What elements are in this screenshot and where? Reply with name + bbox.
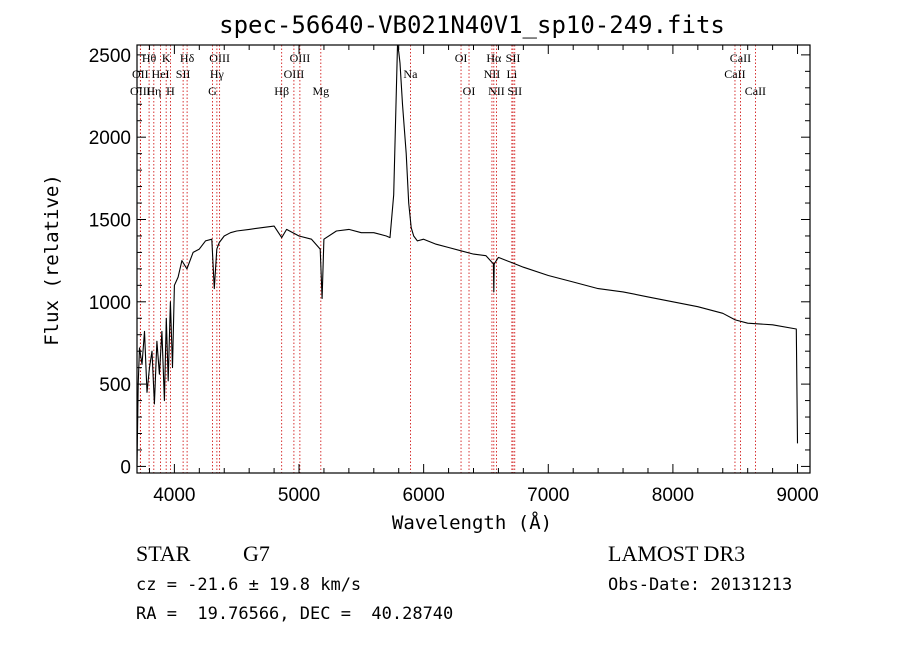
line-label: NII: [488, 84, 505, 98]
x-tick-label: 9000: [776, 485, 818, 506]
line-label: G: [208, 84, 217, 98]
line-label: Na: [403, 67, 418, 81]
y-tick-label: 2000: [89, 128, 131, 149]
line-label: OIII: [209, 51, 230, 65]
x-tick-label: 8000: [652, 485, 694, 506]
x-tick-label: 7000: [527, 485, 569, 506]
line-label: OIII: [290, 51, 311, 65]
line-label: CaII: [724, 67, 745, 81]
line-label: SII: [507, 84, 522, 98]
line-label: Li: [507, 67, 518, 81]
line-label: SII: [176, 67, 191, 81]
line-label: OIII: [130, 84, 151, 98]
y-tick-label: 1500: [89, 210, 131, 231]
x-tick-label: 4000: [153, 485, 195, 506]
line-label: SII: [506, 51, 521, 65]
line-label: NII: [484, 67, 501, 81]
x-tick-label: 5000: [278, 485, 320, 506]
y-tick-label: 2500: [89, 46, 131, 67]
line-label: Hδ: [180, 51, 195, 65]
spectrum-series: [136, 44, 799, 467]
spectral-subclass: G7: [243, 541, 270, 566]
line-label: Hη: [146, 84, 161, 98]
survey-name: LAMOST DR3: [608, 541, 746, 566]
line-label: OI: [463, 84, 476, 98]
line-label: Hβ: [274, 84, 289, 98]
x-axis-label: Wavelength (Å): [392, 511, 552, 534]
line-label: OIII: [284, 67, 305, 81]
x-axis: 4000 5000 6000 7000 8000 9000: [148, 45, 819, 506]
redshift-velocity: cz = -21.6 ± 19.8 km/s: [136, 575, 362, 595]
chart-title: spec-56640-VB021N40V1_sp10-249.fits: [219, 11, 725, 39]
spectrum-line: [136, 44, 799, 467]
x-tick-label: 6000: [403, 485, 445, 506]
observation-date: Obs-Date: 20131213: [608, 575, 793, 595]
line-label: K: [162, 51, 171, 65]
line-label: OI: [455, 51, 468, 65]
y-tick-label: 500: [99, 375, 131, 396]
line-label: Hα: [486, 51, 502, 65]
line-label: CaII: [730, 51, 751, 65]
coordinates: RA = 19.76566, DEC = 40.28740: [136, 604, 454, 624]
line-label: HeI: [152, 67, 170, 81]
plot-frame: [136, 44, 811, 474]
line-label: Mg: [312, 84, 329, 98]
line-label: Hγ: [210, 67, 225, 81]
y-tick-label: 0: [120, 457, 131, 478]
y-tick-label: 1000: [89, 293, 131, 314]
line-label: CaII: [745, 84, 766, 98]
line-label: OII: [132, 67, 149, 81]
object-class: STAR: [136, 541, 191, 566]
line-label: H: [166, 84, 175, 98]
y-axis-label: Flux (relative): [41, 174, 63, 346]
line-label: Hθ: [142, 51, 157, 65]
y-axis: 0 500 1000 1500 2000 2500: [89, 46, 810, 478]
spectral-line-markers: [139, 45, 756, 473]
